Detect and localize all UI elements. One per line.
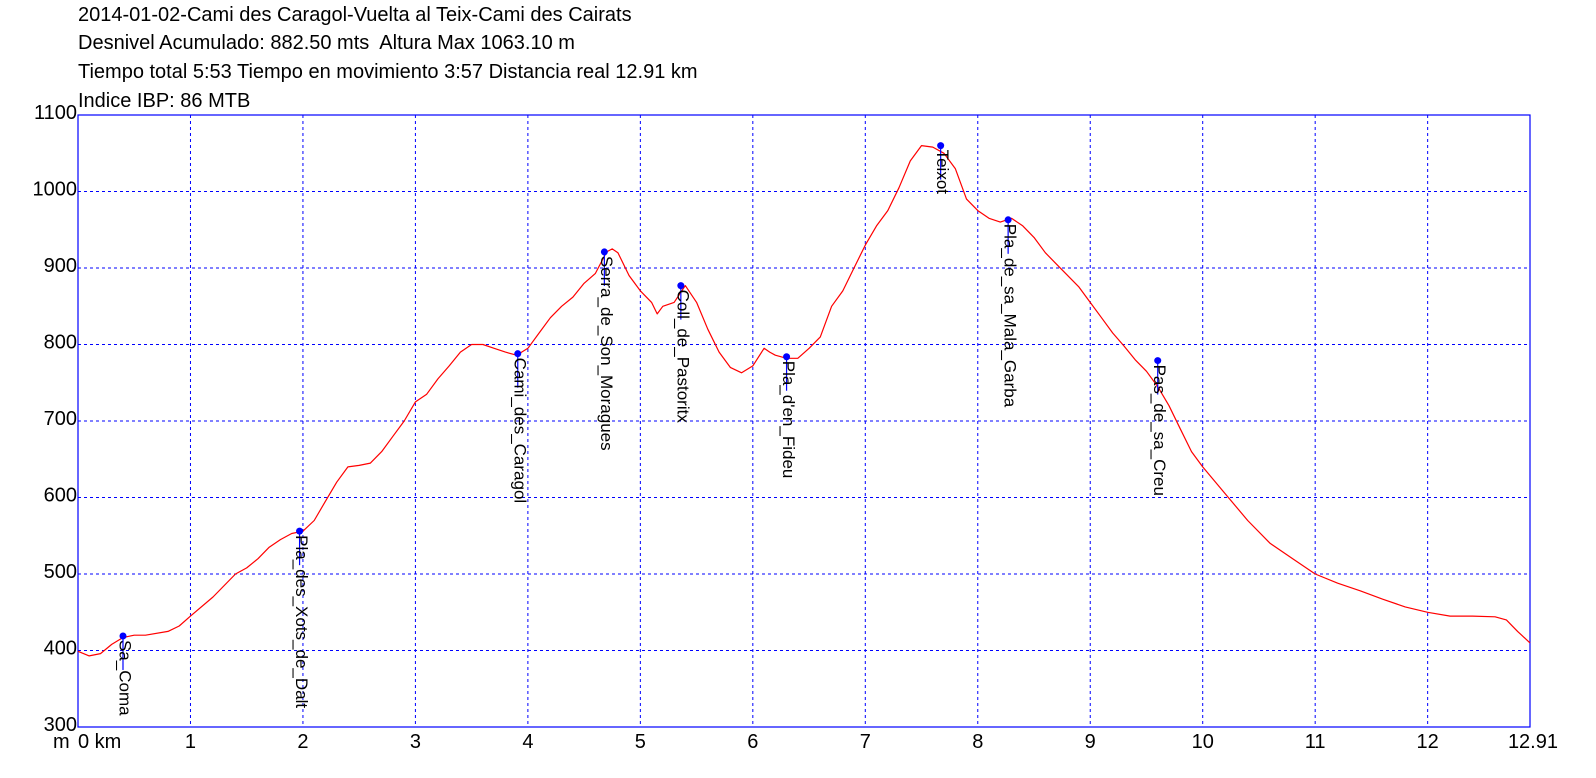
x-unit-label: m [53, 731, 70, 753]
waypoint-label: Pas_de_sa_Creu [1150, 365, 1169, 496]
waypoint-marker [1004, 216, 1012, 224]
y-tick-label: 400 [44, 638, 77, 660]
y-tick-label: 900 [44, 255, 77, 277]
waypoint-marker [514, 350, 522, 358]
waypoint-label: Pla_de_sa_Mala_Garba [1001, 224, 1020, 408]
y-tick-label: 600 [44, 485, 77, 507]
waypoint-label: Pla_des_Xots_de_Dalt [292, 535, 311, 708]
waypoint-marker [119, 632, 127, 640]
waypoint-label: Teixot [933, 150, 952, 195]
x-tick-label: 10 [1192, 731, 1214, 753]
waypoint-marker [296, 527, 304, 535]
x-tick-label: 8 [972, 731, 983, 753]
waypoint-marker [783, 353, 791, 361]
x-tick-label: 4 [522, 731, 533, 753]
waypoint-marker [677, 282, 685, 290]
x-tick-label: 5 [635, 731, 646, 753]
y-tick-label: 1100 [34, 102, 77, 124]
ibp-index: Indice IBP: 86 MTB [78, 90, 251, 112]
time-distance-summary: Tiempo total 5:53 Tiempo en movimiento 3… [78, 61, 698, 83]
y-tick-label: 700 [44, 408, 77, 430]
x-tick-label: 12.91 [1508, 731, 1558, 753]
x-tick-label: 12 [1417, 731, 1439, 753]
waypoint-marker [600, 248, 608, 256]
x-tick-label: 0 km [78, 731, 121, 753]
x-tick-label: 6 [747, 731, 758, 753]
x-tick-label: 3 [410, 731, 421, 753]
waypoint-marker [1154, 357, 1162, 365]
x-tick-label: 1 [185, 731, 196, 753]
waypoint-label: Coll_de_Pastoritx [673, 290, 692, 424]
waypoint-label: Sa_Coma [116, 640, 135, 716]
elevation-summary: Desnivel Acumulado: 882.50 mts Altura Ma… [78, 32, 575, 54]
waypoint-label: Pla_d'en_Fideu [779, 361, 798, 479]
x-tick-label: 2 [297, 731, 308, 753]
waypoint-marker [937, 142, 945, 150]
chart-title: 2014-01-02-Cami des Caragol-Vuelta al Te… [78, 4, 632, 26]
waypoint-label: Serra_de_Son_Moragues [597, 256, 616, 451]
elevation-profile-line [77, 145, 1531, 657]
y-tick-label: 800 [44, 332, 77, 354]
y-tick-label: 500 [44, 561, 77, 583]
y-tick-label: 1000 [33, 179, 78, 201]
x-tick-label: 9 [1085, 731, 1096, 753]
x-tick-label: 7 [860, 731, 871, 753]
waypoint-label: Cami_des_Caragol [510, 358, 529, 504]
plot-frame [77, 114, 1531, 728]
x-tick-label: 11 [1305, 731, 1326, 753]
y-tick-label: 300 [44, 714, 77, 736]
